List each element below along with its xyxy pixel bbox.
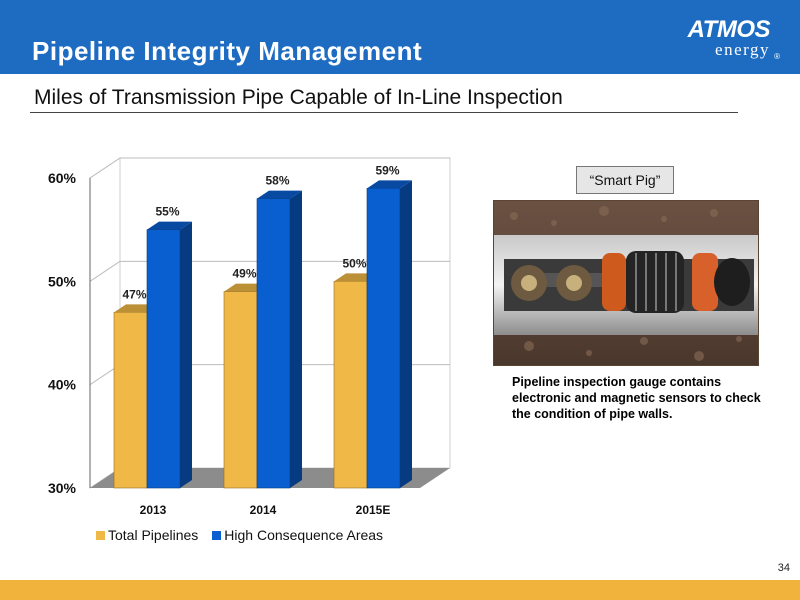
y-tick-label: 60% — [48, 170, 77, 186]
data-label: 50% — [342, 256, 366, 270]
bar — [333, 281, 368, 489]
legend-swatch-high-consequence — [212, 530, 222, 540]
logo-registered-mark: ® — [774, 52, 780, 61]
smart-pig-illustration — [494, 201, 758, 365]
smart-pig-label: “Smart Pig” — [576, 166, 674, 194]
legend-label-total-pipelines: Total Pipelines — [108, 527, 199, 543]
gridline-side — [89, 157, 121, 179]
y-tick-label: 40% — [48, 377, 77, 393]
smart-pig-photo — [493, 200, 759, 366]
bar — [256, 198, 291, 489]
logo-subword: energy — [715, 40, 770, 59]
data-label: 58% — [265, 174, 289, 188]
smart-pig-caption: Pipeline inspection gauge contains elect… — [512, 375, 761, 421]
subtitle-divider — [30, 112, 738, 113]
header-bar: Pipeline Integrity Management ATMOS ener… — [0, 0, 800, 74]
data-label: 47% — [122, 287, 146, 301]
y-tick-label: 50% — [48, 273, 77, 289]
bar — [366, 188, 401, 489]
page-title: Pipeline Integrity Management — [32, 36, 423, 66]
bar-chart: 30% 40% 50% 60% 47% 55% 2013 49% 58% 2014 50% 59% 20… — [48, 157, 451, 517]
footer-band — [0, 580, 800, 600]
legend-item-total-pipelines: Total Pipelines — [96, 527, 198, 543]
gridline-side — [89, 260, 121, 282]
x-tick-label: 2014 — [250, 503, 277, 517]
legend-swatch-total-pipelines — [96, 530, 105, 540]
legend-item-high-consequence: High Consequence Areas — [212, 527, 383, 543]
data-label: 49% — [232, 267, 256, 281]
y-tick-label: 30% — [48, 480, 77, 496]
bar — [223, 291, 258, 489]
x-tick-label: 2015E — [356, 503, 391, 517]
data-label: 59% — [375, 163, 399, 177]
chart-legend: Total Pipelines High Consequence Areas — [96, 527, 397, 543]
bar-side — [180, 221, 192, 488]
bar — [146, 229, 181, 489]
bar-top — [367, 180, 412, 189]
logo-wordmark: ATMOS — [687, 16, 771, 43]
page-number: 34 — [777, 562, 790, 574]
bar-top — [257, 190, 302, 199]
atmos-energy-logo: ATMOS energy ® — [682, 16, 788, 62]
x-tick-label: 2013 — [140, 503, 167, 517]
bar-side — [290, 190, 302, 488]
bar — [113, 312, 148, 489]
slide-subtitle: Miles of Transmission Pipe Capable of In… — [34, 86, 563, 109]
data-label: 55% — [155, 205, 179, 219]
legend-label-high-consequence: High Consequence Areas — [224, 527, 384, 543]
bar-top — [147, 221, 192, 230]
bar-side — [400, 180, 412, 489]
